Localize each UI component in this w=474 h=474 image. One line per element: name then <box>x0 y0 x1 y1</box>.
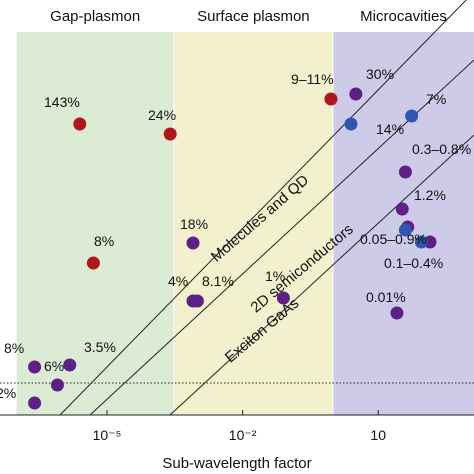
point-label-8: 1% <box>265 268 285 284</box>
point-14 <box>344 117 358 131</box>
point-label-9: 8% <box>4 340 24 356</box>
x-tick-label-3: 10 <box>370 427 386 443</box>
point-7 <box>190 294 204 308</box>
point-2 <box>163 127 177 141</box>
point-20 <box>414 235 428 249</box>
point-label-19: 0.1–0.4% <box>384 255 443 271</box>
point-4 <box>324 92 338 106</box>
point-label-15: 7% <box>426 91 446 107</box>
point-label-5: 18% <box>180 216 208 232</box>
point-label-6: 4% <box>168 273 188 289</box>
point-label-16: 0.3–0.8% <box>412 141 471 157</box>
point-label-7: 8.1% <box>202 273 234 289</box>
point-15 <box>405 109 419 123</box>
point-8 <box>276 291 290 305</box>
point-label-1: 143% <box>44 94 80 110</box>
region-2 <box>173 32 333 415</box>
point-3 <box>86 256 100 270</box>
data-labels: 143% 24% 8% 9–11% 18% 4% 8.1% 1% 8% 6% 3.5% 2% 30% 14… <box>0 66 471 401</box>
point-label-12: 2% <box>0 385 16 401</box>
data-points <box>28 87 437 410</box>
point-label-14: 14% <box>376 121 404 137</box>
reference-line-3 <box>169 134 474 416</box>
point-10 <box>50 378 64 392</box>
point-21 <box>398 223 412 237</box>
point-1 <box>73 117 87 131</box>
region-header-1: Gap-plasmon <box>50 8 140 25</box>
region-header-2: Surface plasmon <box>197 8 310 25</box>
x-tick-label-2: 10⁻² <box>229 427 257 443</box>
point-label-18: 0.05–0.9% <box>360 231 427 247</box>
point-label-4: 9–11% <box>291 71 334 87</box>
x-axis-label: Sub-wavelength factor <box>162 455 311 472</box>
point-13 <box>349 87 363 101</box>
region-header-3: Microcavities <box>360 8 447 25</box>
reference-line-1 <box>59 0 467 416</box>
x-axis-ticks: 10⁻⁵ 10⁻² 10 <box>0 410 474 443</box>
point-label-13: 30% <box>366 66 394 82</box>
x-tick-label-1: 10⁻⁵ <box>93 427 122 443</box>
point-label-22: 0.01% <box>366 289 406 305</box>
point-label-3: 8% <box>94 233 114 249</box>
point-5 <box>186 236 200 250</box>
point-22 <box>390 306 404 320</box>
point-12 <box>28 396 42 410</box>
point-label-11: 3.5% <box>84 339 116 355</box>
point-16 <box>398 165 412 179</box>
point-label-17: 1.2% <box>414 187 446 203</box>
point-label-10: 6% <box>44 358 64 374</box>
point-11 <box>63 358 77 372</box>
point-17 <box>395 202 409 216</box>
region-headers: Gap-plasmon Surface plasmon Microcavities <box>50 8 447 25</box>
region-1 <box>16 32 174 415</box>
point-9 <box>28 360 42 374</box>
point-label-2: 24% <box>148 107 176 123</box>
